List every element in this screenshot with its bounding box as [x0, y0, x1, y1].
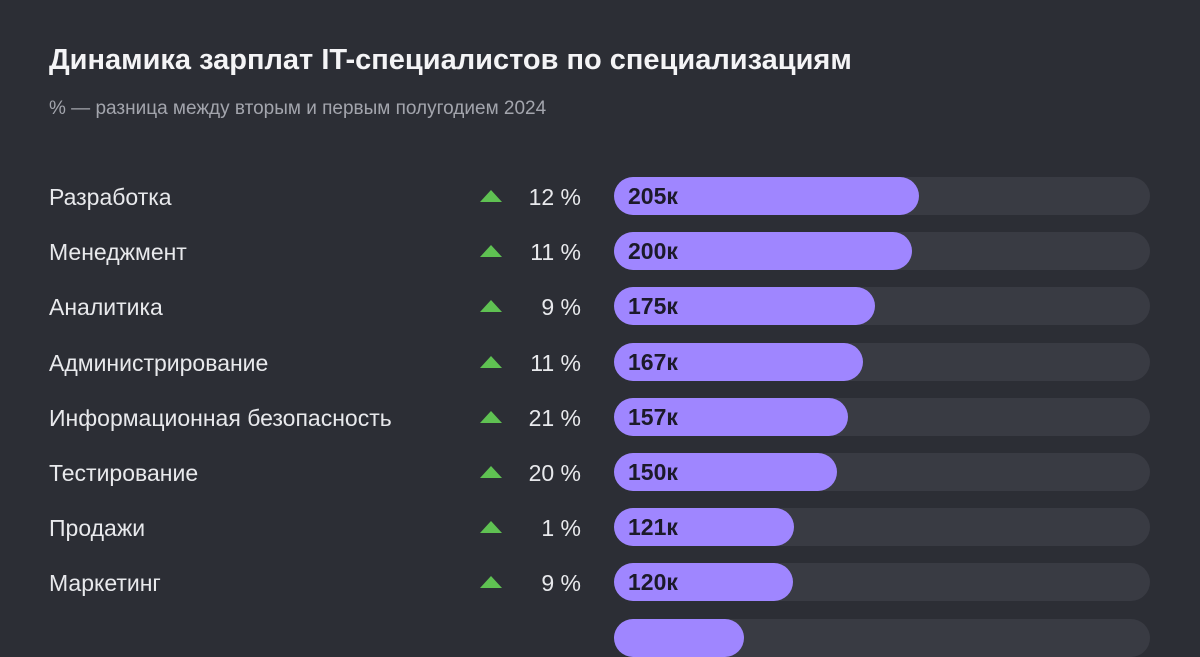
bar-row: Администрирование 11 % 167к: [0, 342, 1200, 381]
change-label: 12 %: [528, 184, 581, 210]
arrow-up-icon: [480, 355, 502, 368]
bar: [614, 287, 875, 326]
bar-row: Разработка 12 % 205к: [0, 177, 1200, 215]
arrow-up-icon: [480, 300, 502, 313]
chart-subtitle: % — разница между вторым и первым полуго…: [49, 98, 547, 119]
value-label: 200к: [628, 238, 678, 265]
change-label: 20 %: [528, 460, 581, 486]
change-label: 9 %: [541, 294, 581, 321]
bar: [614, 563, 793, 602]
bar-row: [0, 618, 1200, 657]
change-label: 11 %: [530, 239, 581, 266]
chart-title: Динамика зарплат IT-специалистов по спец…: [49, 44, 852, 76]
bar: [614, 618, 744, 657]
change-label: 9 %: [541, 570, 581, 597]
change-label: 11 %: [530, 349, 581, 376]
arrow-up-icon: [480, 466, 502, 478]
category-label: Аналитика: [49, 294, 163, 321]
value-label: 157к: [628, 403, 678, 430]
category-label: Разработка: [49, 184, 172, 210]
bar: [614, 397, 848, 436]
value-label: 121к: [628, 514, 678, 541]
bar-row: Тестирование 20 % 150к: [0, 453, 1200, 491]
bar-row: Менеджмент 11 % 200к: [0, 232, 1200, 271]
bar: [614, 342, 863, 381]
bar: [614, 453, 838, 491]
arrow-up-icon: [480, 190, 502, 202]
value-label: 150к: [628, 459, 678, 485]
category-label: Администрирование: [49, 349, 269, 376]
value-label: 205к: [628, 183, 678, 209]
arrow-up-icon: [480, 521, 502, 534]
bar: [614, 177, 920, 215]
category-label: Тестирование: [49, 460, 199, 486]
category-label: Продажи: [49, 515, 146, 542]
bar-row: Продажи 1 % 121к: [0, 508, 1200, 547]
bar: [614, 232, 912, 271]
arrow-up-icon: [480, 245, 502, 258]
change-label: 1 %: [541, 515, 581, 542]
category-label: Менеджмент: [49, 239, 187, 266]
bar-row: Информационная безопасность 21 % 157к: [0, 397, 1200, 436]
category-label: Информационная безопасность: [49, 404, 392, 431]
value-label: 120к: [628, 569, 678, 596]
change-label: 21 %: [528, 404, 581, 431]
arrow-up-icon: [480, 410, 502, 423]
value-label: 175к: [628, 293, 678, 320]
bar-row: Маркетинг 9 % 120к: [0, 563, 1200, 602]
bar: [614, 508, 795, 547]
category-label: Маркетинг: [49, 570, 161, 597]
bar-row: Аналитика 9 % 175к: [0, 287, 1200, 326]
value-label: 167к: [628, 348, 678, 375]
arrow-up-icon: [480, 576, 502, 589]
